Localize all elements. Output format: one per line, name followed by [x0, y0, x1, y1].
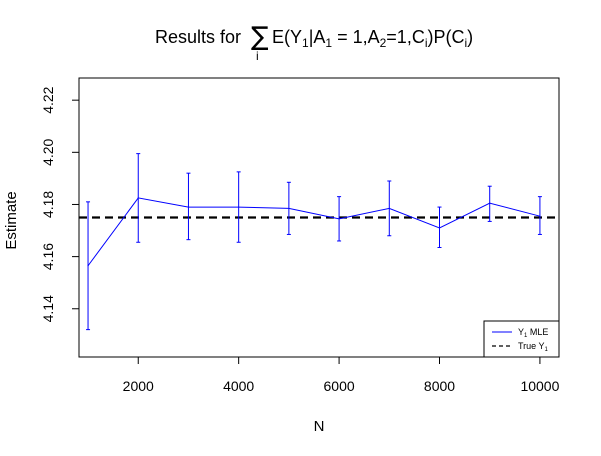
data-point [489, 202, 491, 204]
legend-subscript: 1 [545, 347, 549, 353]
data-point [87, 265, 89, 267]
data-point [137, 197, 139, 199]
chart-title-text: )P(C [428, 27, 465, 47]
legend-box [483, 320, 560, 358]
y-axis: 4.14 4.16 4.18 4.20 4.22 [40, 86, 80, 322]
chart-title-text: E(Y [272, 27, 302, 47]
y-axis-title: Estimate [3, 191, 20, 249]
chart-title-subscript: i [465, 36, 468, 50]
series-layer [86, 153, 542, 331]
x-tick-label: 4000 [223, 378, 254, 394]
y-tick-label: 4.18 [40, 191, 56, 218]
x-axis-title: N [314, 418, 325, 435]
data-point [187, 206, 190, 208]
legend-label-true-y1: True Y1 [518, 341, 549, 353]
data-point [539, 215, 541, 217]
y-tick-label: 4.20 [40, 138, 56, 165]
legend-text-part: True Y [518, 341, 545, 351]
chart-title: Results for [155, 27, 241, 47]
legend-text-part: MLE [527, 327, 548, 337]
y-tick-label: 4.22 [40, 86, 56, 113]
x-axis: 2000 4000 6000 8000 10000 [123, 356, 560, 394]
x-tick-label: 10000 [520, 378, 559, 394]
data-point [388, 207, 390, 209]
chart-title-text: |A [309, 27, 326, 47]
chart-title-sum-symbol: ∑ [251, 22, 269, 52]
chart-title-formula: E(Y1|A1 = 1,A2=1,Ci)P(Ci) [272, 27, 473, 50]
legend-label-y1-mle: Y1 MLE [518, 327, 548, 339]
chart-title-group: Results for ∑iE(Y1|A1 = 1,A2=1,Ci)P(Ci) [155, 22, 473, 63]
chart-title-text: = 1,A [332, 27, 380, 47]
data-point [238, 206, 240, 208]
x-tick-label: 6000 [324, 378, 355, 394]
series-line-y1-mle [87, 197, 541, 267]
x-tick-label: 2000 [123, 378, 154, 394]
y-tick-label: 4.14 [40, 295, 56, 322]
chart-title-prefix: Results for [155, 27, 241, 47]
chart-title-text: =1,C [386, 27, 425, 47]
chart-title-text: ) [467, 27, 473, 47]
chart-title-subscript: i [425, 36, 428, 50]
chart-title-subscript: 1 [325, 36, 332, 50]
data-point [338, 218, 340, 220]
legend-text-part: Y [518, 327, 524, 337]
x-tick-label: 8000 [424, 378, 455, 394]
y-tick-label: 4.16 [40, 243, 56, 270]
legend-subscript: 1 [524, 333, 528, 339]
data-point [288, 207, 290, 209]
chart-title-subscript: 2 [380, 36, 387, 50]
chart-title-sum-index: i [256, 49, 259, 63]
data-point [438, 227, 441, 229]
chart-title-subscript: 1 [302, 36, 309, 50]
